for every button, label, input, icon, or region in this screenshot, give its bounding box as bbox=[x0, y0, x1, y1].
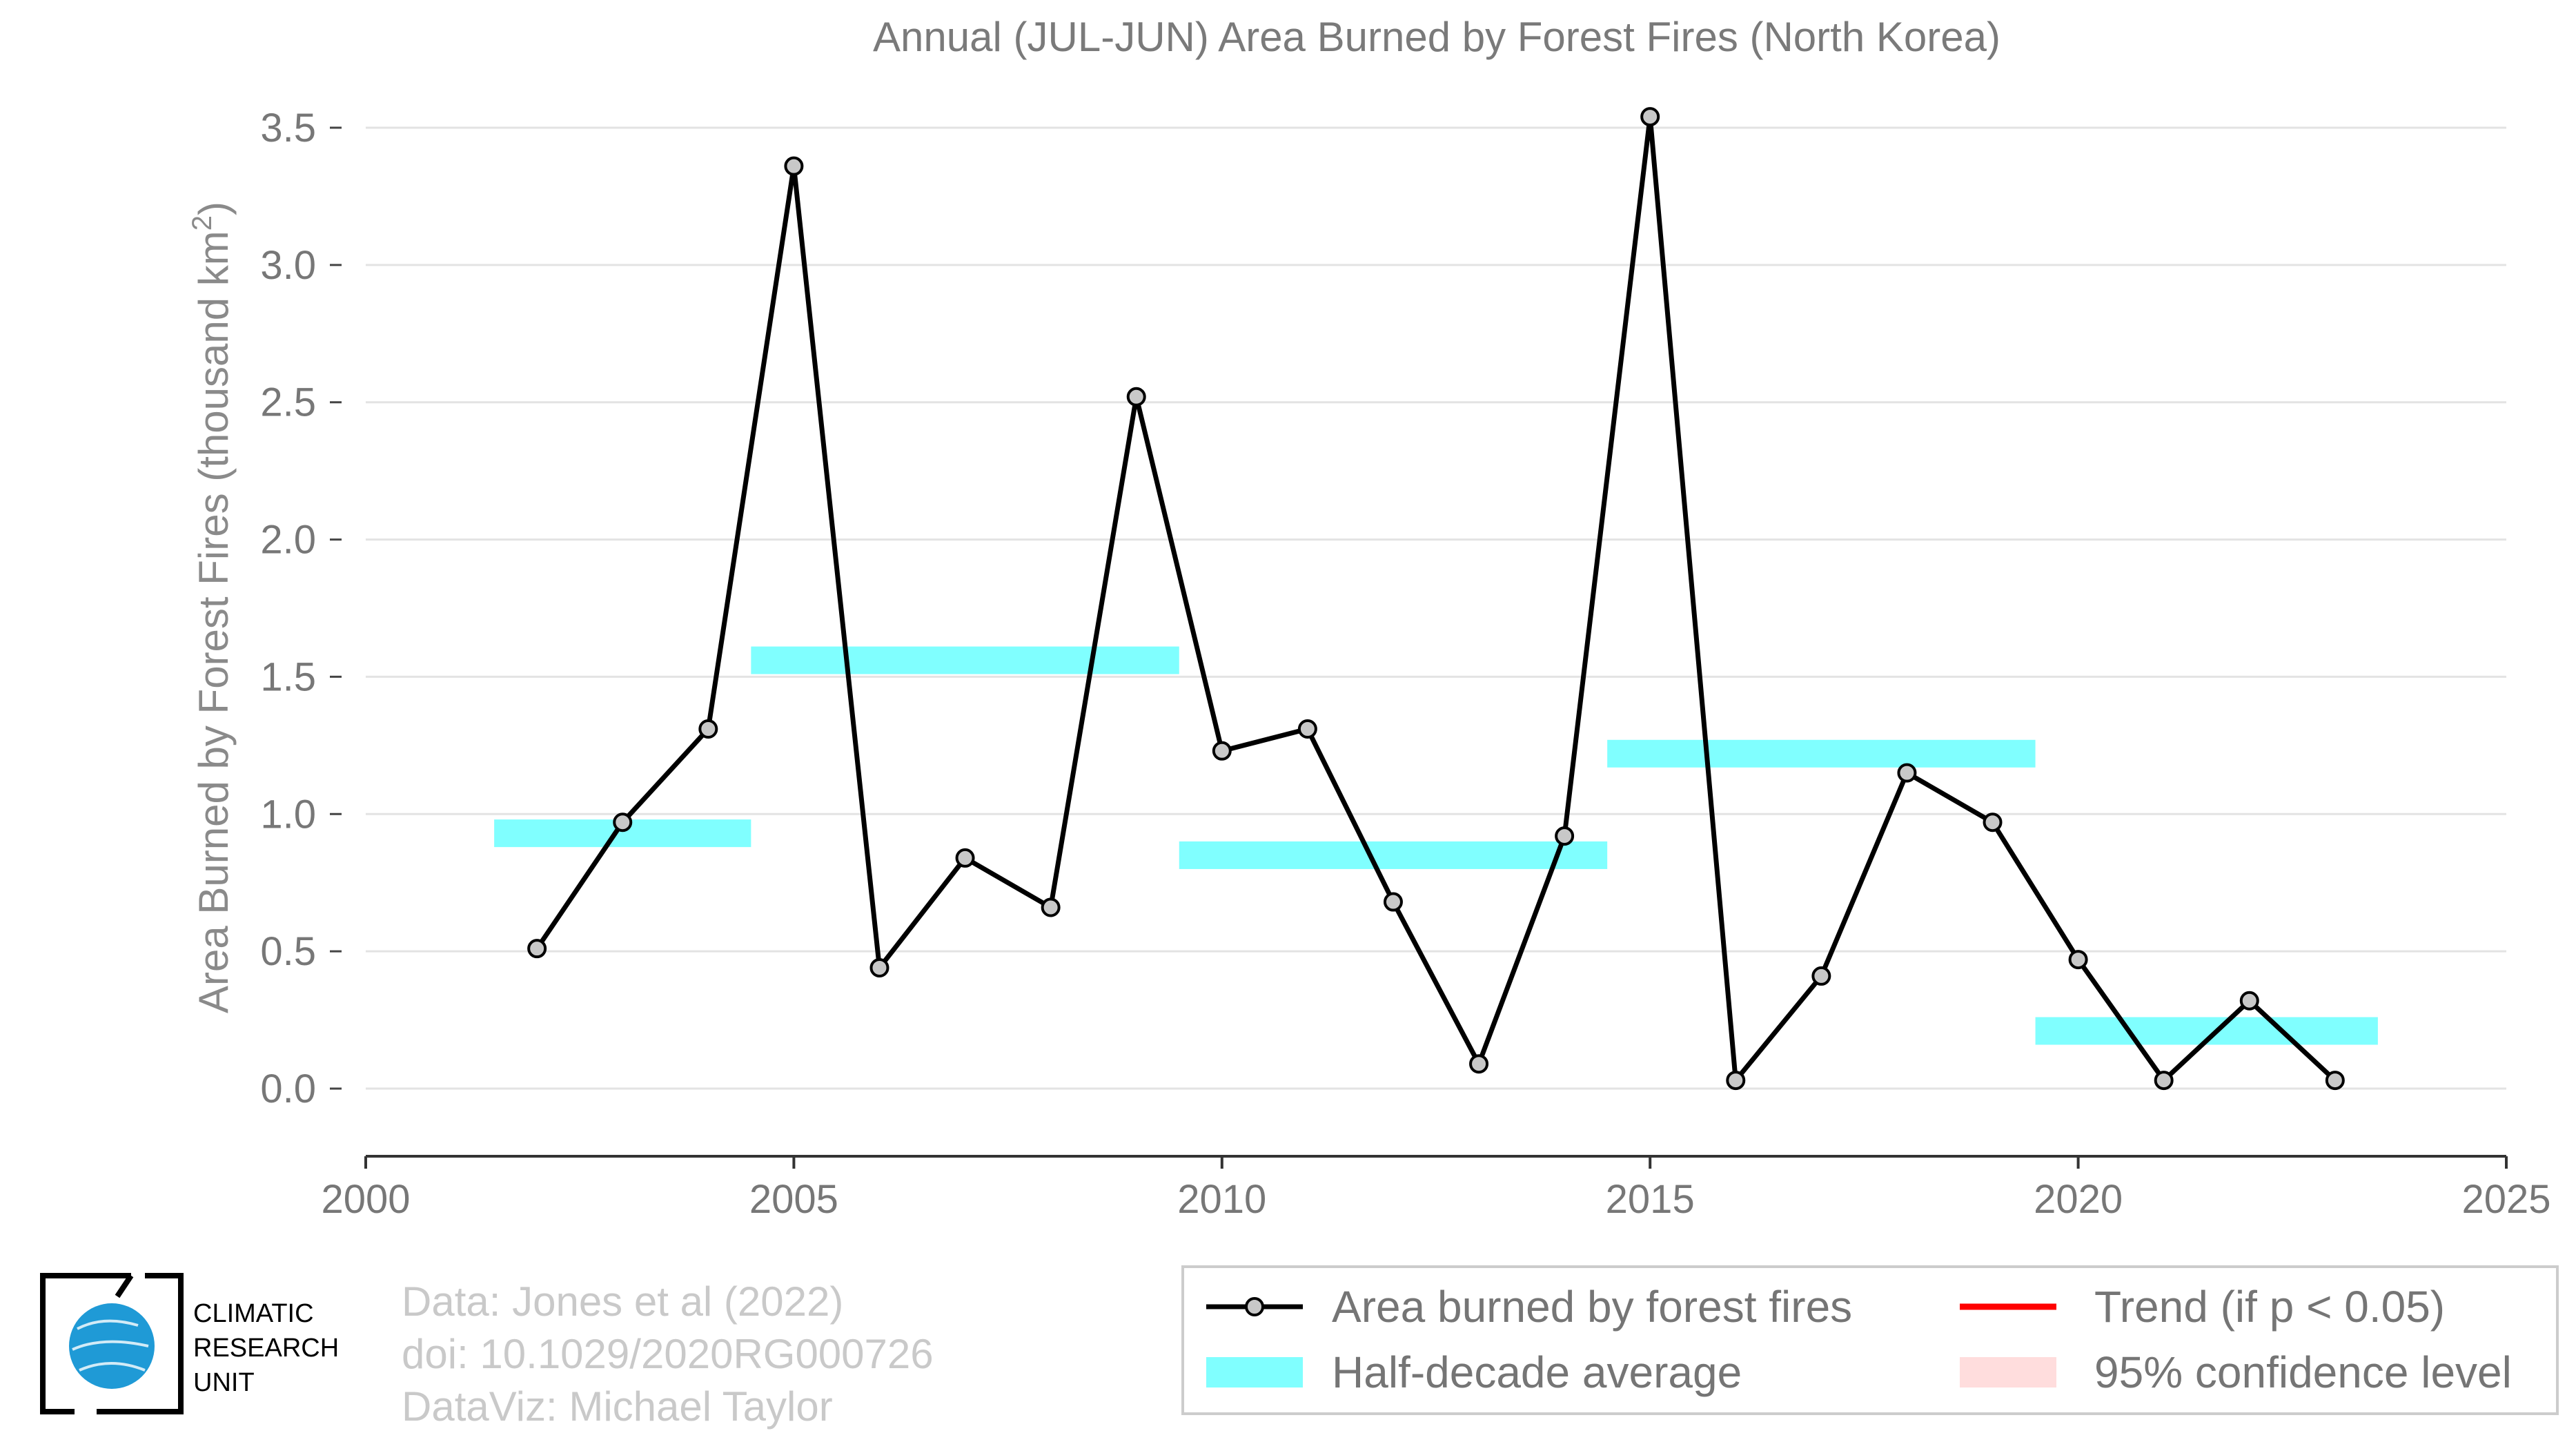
logo-bracket-left bbox=[40, 1273, 131, 1414]
y-tick-label: 3.5 bbox=[260, 106, 316, 150]
y-axis-label-close: ) bbox=[190, 202, 237, 215]
series-line bbox=[535, 116, 2337, 1087]
data-point bbox=[1041, 897, 1061, 917]
y-tick-label: 2.5 bbox=[260, 380, 316, 425]
data-point bbox=[2239, 991, 2259, 1011]
data-point bbox=[1383, 892, 1403, 912]
data-point bbox=[2068, 950, 2088, 970]
legend-label: Area burned by forest fires bbox=[1332, 1282, 1852, 1332]
x-tick-label: 2010 bbox=[1177, 1177, 1266, 1222]
logo-slash bbox=[115, 1274, 134, 1298]
half-decade-bar bbox=[1179, 841, 1608, 869]
x-tick-label: 2000 bbox=[321, 1177, 410, 1222]
legend-label: Half-decade average bbox=[1332, 1347, 1742, 1397]
half-decade-bar bbox=[1607, 739, 2036, 768]
half-decade-bar bbox=[751, 646, 1179, 674]
x-tick-label: 2015 bbox=[1606, 1177, 1695, 1222]
data-point bbox=[2325, 1071, 2345, 1091]
x-tick-label: 2020 bbox=[2034, 1177, 2123, 1222]
data-point bbox=[784, 156, 804, 176]
logo-line-3: UNIT bbox=[193, 1368, 255, 1397]
logo-bracket-right bbox=[97, 1273, 184, 1414]
half-decade-averages bbox=[494, 646, 2378, 1045]
y-axis-label-superscript: 2 bbox=[187, 215, 217, 231]
chart-title: Annual (JUL-JUN) Area Burned by Forest F… bbox=[873, 14, 2000, 60]
y-tick-label: 1.0 bbox=[260, 792, 316, 837]
cru-logo: CLIMATIC RESEARCH UNIT bbox=[40, 1273, 339, 1414]
data-point bbox=[1555, 826, 1575, 846]
data-point bbox=[698, 719, 718, 739]
x-tick-label: 2005 bbox=[749, 1177, 838, 1222]
data-point bbox=[1212, 741, 1232, 761]
data-point bbox=[1126, 387, 1146, 407]
logo-line-2: RESEARCH bbox=[193, 1334, 339, 1363]
credit-doi: doi: 10.1029/2020RG000726 bbox=[402, 1331, 934, 1377]
data-point bbox=[1811, 966, 1831, 986]
y-axis-label: Area Burned by Forest Fires (thousand km… bbox=[187, 202, 237, 1013]
data-point bbox=[955, 848, 975, 868]
legend-swatch-band bbox=[1960, 1357, 2056, 1387]
data-point bbox=[1897, 763, 1917, 783]
data-point bbox=[1297, 719, 1317, 739]
legend-items: Area burned by forest fires Half-decade a… bbox=[1206, 1282, 2512, 1397]
gridlines: 0.0 0.5 1.0 1.5 2.0 2.5 3.0 3.5 bbox=[260, 106, 2506, 1111]
legend-label: Trend (if p < 0.05) bbox=[2094, 1282, 2445, 1332]
legend-label: 95% confidence level bbox=[2094, 1347, 2512, 1397]
data-point bbox=[1726, 1071, 1746, 1091]
data-series bbox=[527, 107, 2345, 1091]
axes: 2000 2005 2010 2015 2020 2025 bbox=[321, 1155, 2551, 1222]
legend-box bbox=[1181, 1265, 2559, 1415]
data-point bbox=[1640, 107, 1660, 127]
data-point bbox=[2154, 1071, 2174, 1091]
data-point bbox=[869, 958, 889, 978]
legend-swatch-marker bbox=[1245, 1297, 1264, 1316]
y-axis-label-main: Area Burned by Forest Fires (thousand km bbox=[190, 231, 237, 1013]
y-tick-label: 2.0 bbox=[260, 518, 316, 563]
data-point bbox=[527, 939, 547, 959]
credit-dataviz: DataViz: Michael Taylor bbox=[402, 1383, 833, 1430]
data-point bbox=[1983, 812, 2003, 832]
x-tick-label: 2025 bbox=[2461, 1177, 2550, 1222]
globe-swirl-icon bbox=[72, 1319, 149, 1372]
data-point bbox=[613, 812, 633, 832]
logo-line-1: CLIMATIC bbox=[193, 1299, 314, 1328]
y-tick-label: 3.0 bbox=[260, 243, 316, 288]
credit-data: Data: Jones et al (2022) bbox=[402, 1278, 843, 1325]
legend: Area burned by forest fires Half-decade a… bbox=[1181, 1265, 2559, 1415]
y-tick-label: 0.5 bbox=[260, 929, 316, 974]
legend-swatch-band bbox=[1206, 1357, 1303, 1387]
data-point bbox=[1469, 1054, 1489, 1074]
y-tick-label: 0.0 bbox=[260, 1067, 316, 1111]
y-tick-label: 1.5 bbox=[260, 654, 316, 699]
